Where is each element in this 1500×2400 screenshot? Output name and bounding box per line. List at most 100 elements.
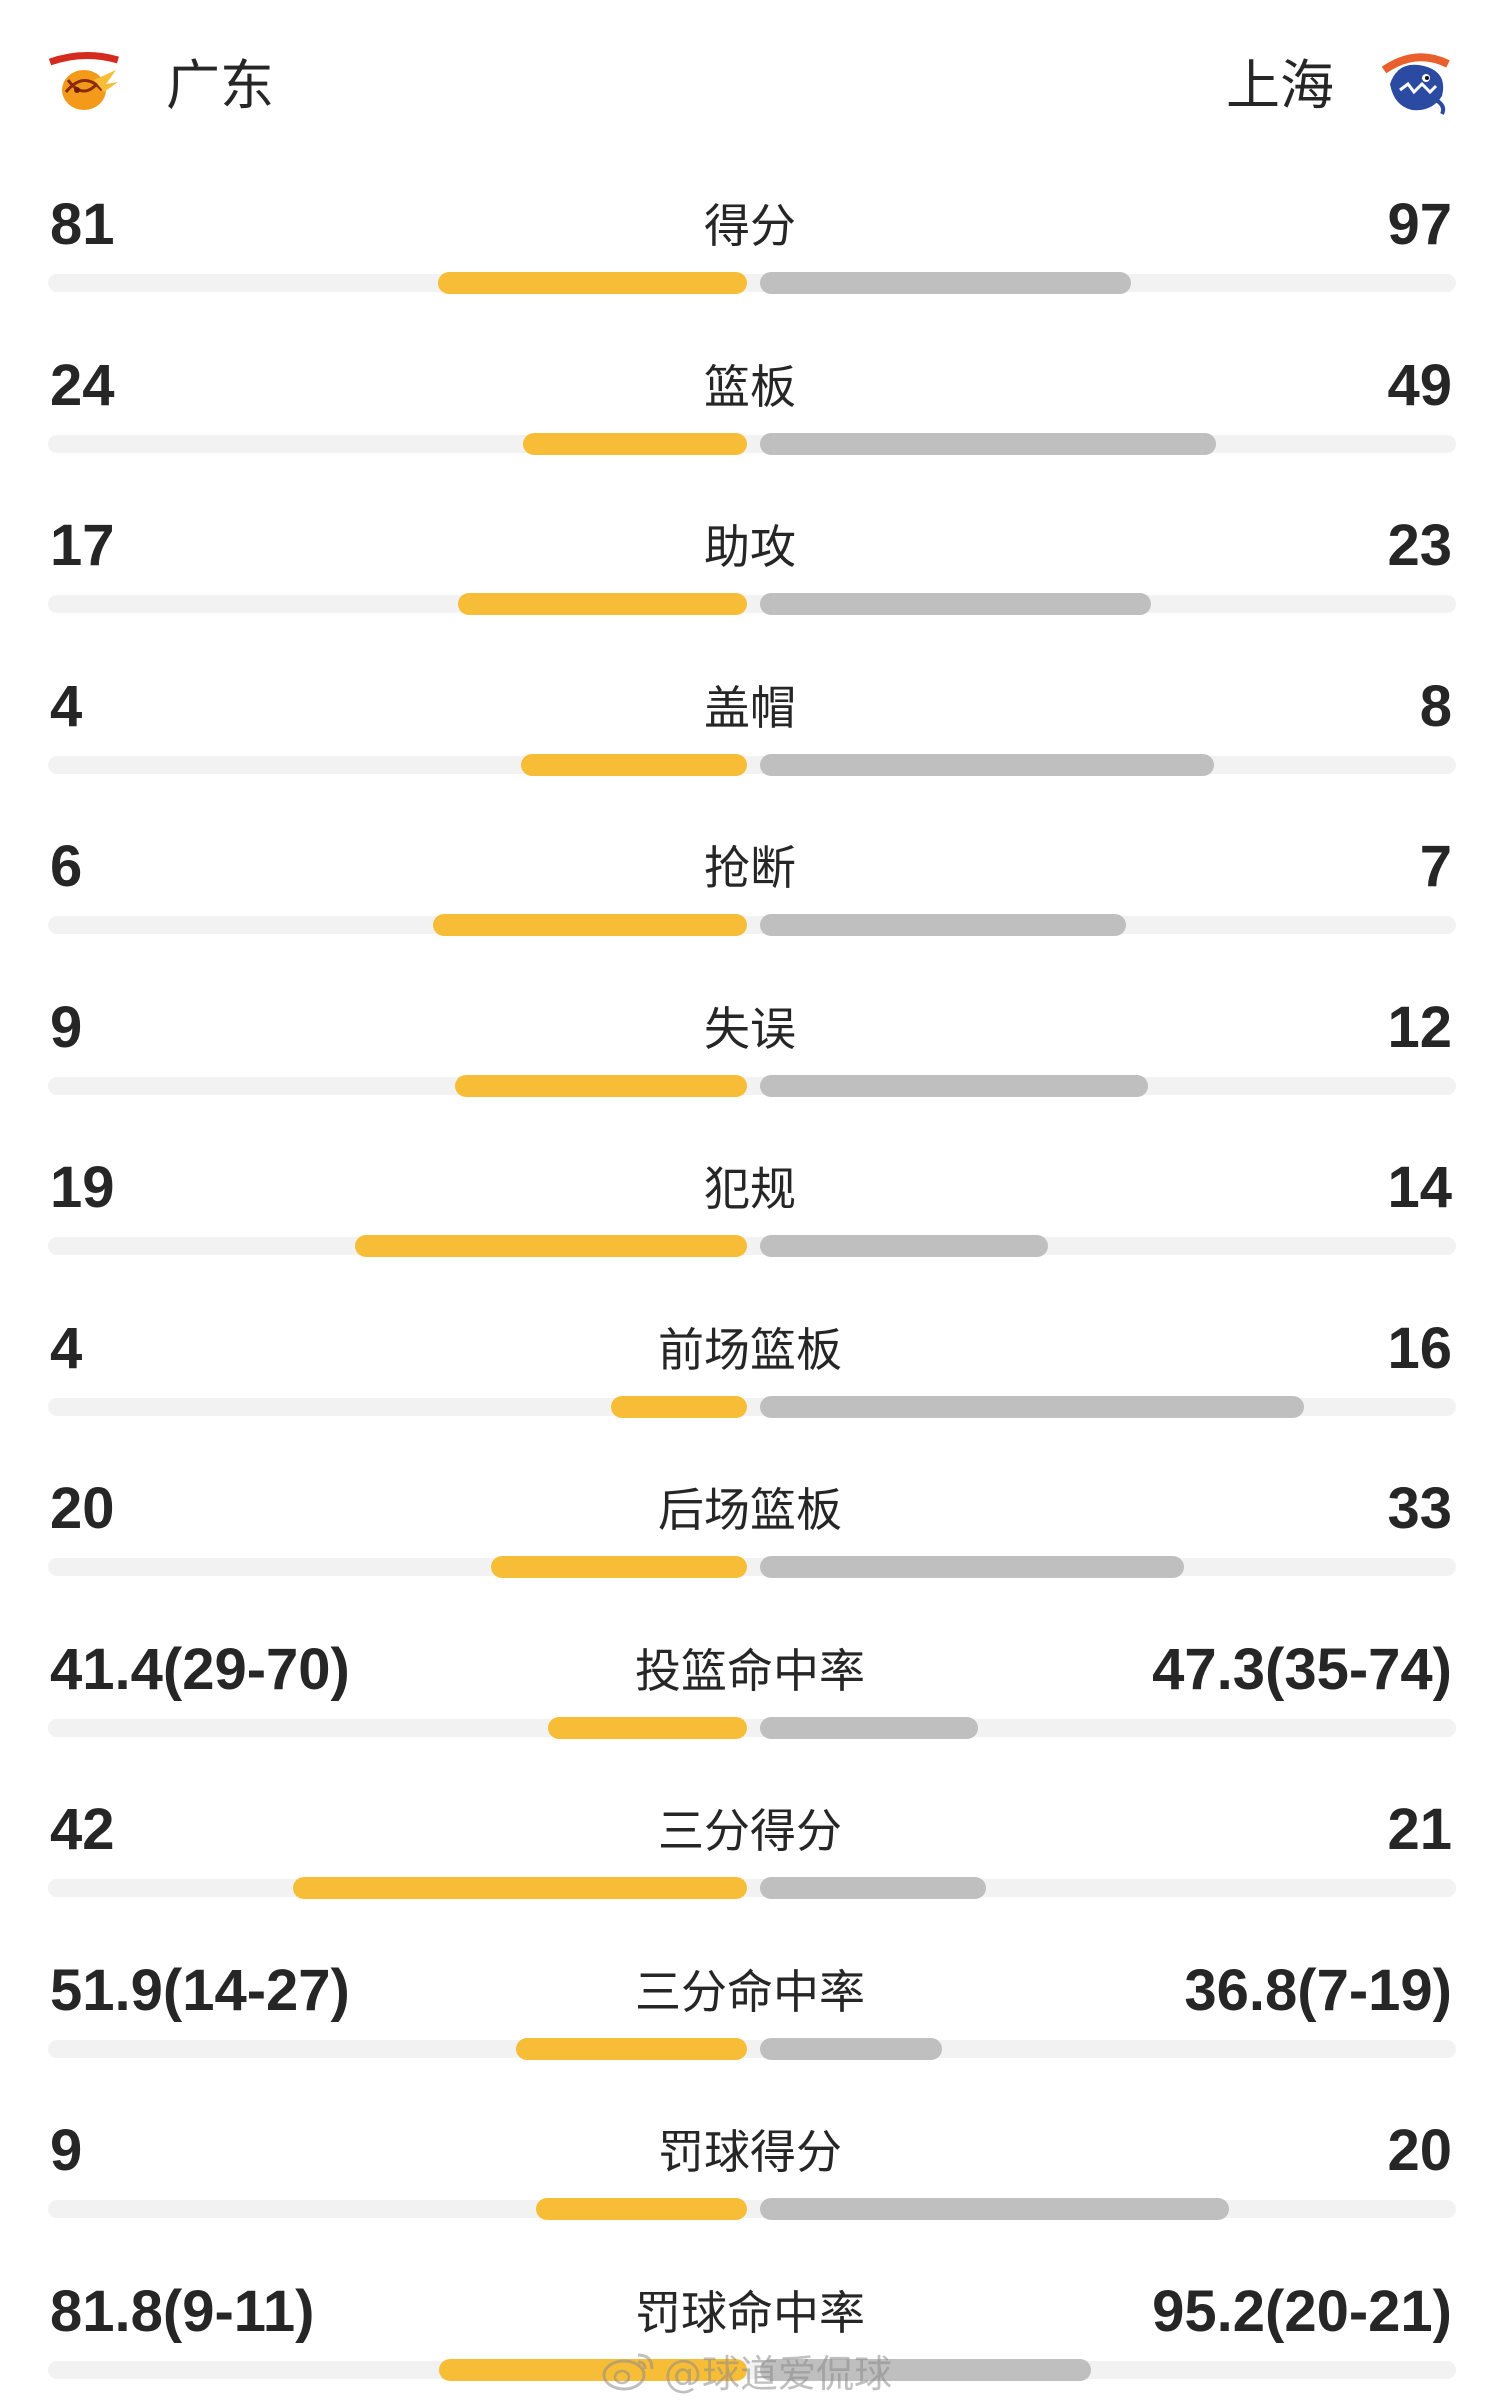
away-bar: [760, 1395, 1304, 1418]
stat-label: 前场篮板: [658, 1322, 842, 1377]
bar-track: [48, 434, 1456, 453]
home-value: 41.4(29-70): [50, 1636, 350, 1702]
bar-track: [48, 2360, 1456, 2379]
away-value: 47.3(35-74): [1152, 1636, 1452, 1702]
weibo-icon: [602, 2353, 654, 2391]
shanghai-sharks-logo-icon: [1381, 53, 1450, 115]
away-value: 36.8(7-19): [1184, 1957, 1452, 2023]
stat-label: 失误: [704, 1001, 796, 1056]
home-value: 9: [50, 2118, 83, 2183]
home-value: 81: [50, 192, 115, 257]
bar-track: [48, 274, 1456, 292]
home-bar: [536, 2198, 747, 2220]
stat-row: 4 盖帽 8: [0, 642, 1500, 803]
away-value: 8: [1419, 673, 1452, 739]
home-bar: [455, 1074, 747, 1097]
away-value: 21: [1387, 1797, 1452, 1862]
stat-label: 罚球命中率: [635, 2285, 865, 2340]
away-bar: [760, 2198, 1229, 2220]
home-team-name: 广东: [166, 53, 274, 117]
away-value: 23: [1387, 513, 1452, 578]
bar-track: [48, 1237, 1456, 1255]
home-value: 42: [50, 1797, 115, 1862]
away-bar: [760, 1556, 1184, 1578]
stats-list: 81 得分 97 24 篮板 49 17 助攻 23 4 盖帽 8 6 抢断 7 9 失误 12 19 犯规 14 4 前场…: [0, 160, 1500, 2400]
home-value: 24: [50, 352, 115, 418]
away-value: 95.2(20-21): [1152, 2278, 1452, 2344]
stat-label: 盖帽: [704, 680, 796, 735]
stat-row: 6 抢断 7: [0, 802, 1500, 963]
guangdong-team-logo-icon: [48, 51, 119, 110]
stat-label: 后场篮板: [658, 1483, 842, 1537]
stat-label: 助攻: [704, 520, 796, 574]
stat-row: 81 得分 97: [0, 160, 1500, 321]
stat-label: 篮板: [704, 359, 796, 414]
away-value: 49: [1387, 352, 1452, 418]
watermark: @球道爱侃球: [600, 2345, 893, 2396]
away-team[interactable]: 上海: [1226, 40, 1456, 120]
away-value: 12: [1387, 994, 1452, 1060]
stat-row: 17 助攻 23: [0, 481, 1500, 642]
home-bar: [523, 432, 747, 455]
home-team[interactable]: 广东: [44, 40, 274, 120]
bar-track: [48, 2200, 1456, 2218]
bar-track: [48, 2039, 1456, 2058]
away-bar: [760, 1074, 1148, 1097]
home-value: 20: [50, 1476, 115, 1541]
away-value: 16: [1387, 1315, 1452, 1381]
stat-label: 抢断: [704, 841, 796, 895]
stat-row: 42 三分得分 21: [0, 1765, 1500, 1926]
bar-track: [48, 1718, 1456, 1737]
stat-row: 51.9(14-27) 三分命中率 36.8(7-19): [0, 1926, 1500, 2087]
stat-row: 19 犯规 14: [0, 1123, 1500, 1284]
home-bar: [293, 1877, 747, 1899]
home-bar: [516, 2037, 747, 2060]
home-value: 17: [50, 513, 115, 578]
away-bar: [760, 2358, 1091, 2381]
away-bar: [760, 593, 1151, 615]
away-team-name: 上海: [1226, 53, 1334, 117]
home-value: 4: [50, 673, 83, 739]
home-bar: [438, 272, 747, 294]
stat-label: 得分: [704, 199, 796, 253]
stat-row: 9 失误 12: [0, 963, 1500, 1124]
home-bar: [521, 753, 747, 776]
home-bar: [433, 914, 747, 936]
away-value: 14: [1387, 1155, 1452, 1220]
stat-row: 24 篮板 49: [0, 321, 1500, 482]
away-bar: [760, 1235, 1048, 1257]
away-bar: [760, 2037, 942, 2060]
away-value: 97: [1387, 192, 1452, 257]
home-value: 81.8(9-11): [50, 2278, 315, 2344]
stat-row: 20 后场篮板 33: [0, 1444, 1500, 1605]
teams-header: 广东 上海: [0, 0, 1500, 160]
away-bar: [760, 432, 1216, 455]
away-bar: [760, 1877, 986, 1899]
bar-track: [48, 595, 1456, 613]
watermark-text: @球道爱侃球: [664, 2351, 893, 2396]
stat-label: 罚球得分: [658, 2125, 842, 2179]
stat-label: 投篮命中率: [635, 1643, 865, 1698]
home-value: 6: [50, 834, 83, 899]
bar-track: [48, 1558, 1456, 1576]
bar-track: [48, 916, 1456, 934]
stat-row: 41.4(29-70) 投篮命中率 47.3(35-74): [0, 1605, 1500, 1766]
away-value: 33: [1387, 1476, 1452, 1541]
away-value: 7: [1419, 834, 1452, 899]
home-bar: [355, 1235, 747, 1257]
home-value: 19: [50, 1155, 115, 1220]
home-value: 9: [50, 994, 83, 1060]
away-bar: [760, 272, 1131, 294]
stat-row: 81.8(9-11) 罚球命中率 95.2(20-21): [0, 2247, 1500, 2400]
home-value: 4: [50, 1315, 83, 1381]
home-bar: [439, 2358, 747, 2381]
away-bar: [760, 1716, 978, 1739]
home-bar: [611, 1395, 747, 1418]
home-bar: [458, 593, 747, 615]
bar-track: [48, 755, 1456, 774]
home-bar: [548, 1716, 747, 1739]
stat-row: 9 罚球得分 20: [0, 2086, 1500, 2247]
away-value: 20: [1387, 2118, 1452, 2183]
home-bar: [491, 1556, 747, 1578]
